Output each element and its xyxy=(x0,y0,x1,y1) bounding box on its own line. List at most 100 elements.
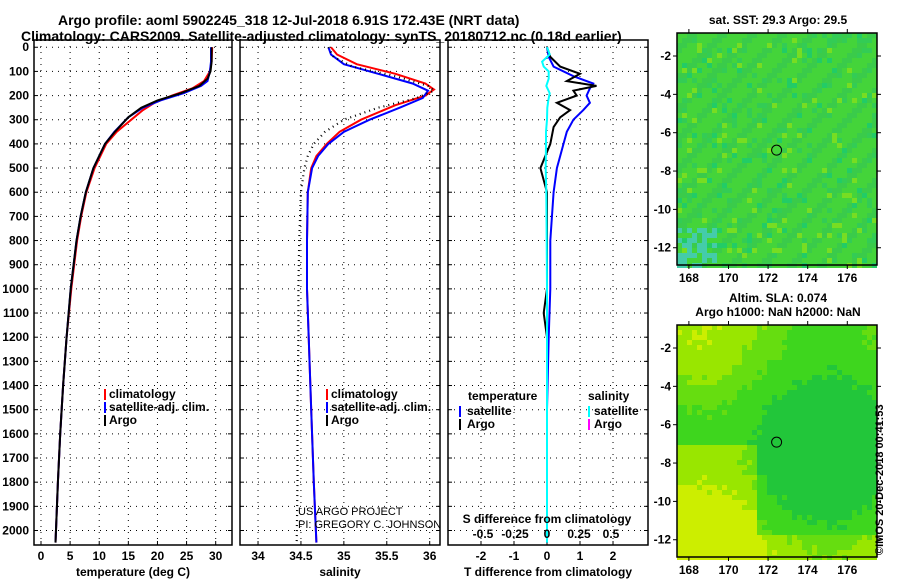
map-cell xyxy=(762,103,767,108)
map-cell xyxy=(787,178,792,183)
map-cell xyxy=(837,223,842,228)
map-x-tick-label: 170 xyxy=(718,563,738,577)
map-cell xyxy=(847,500,852,505)
map-cell xyxy=(747,133,752,138)
map-cell xyxy=(867,360,872,365)
map-cell xyxy=(762,98,767,103)
map-cell xyxy=(837,183,842,188)
map-cell xyxy=(787,360,792,365)
map-cell xyxy=(747,153,752,158)
map-cell xyxy=(847,88,852,93)
map-cell xyxy=(702,208,707,213)
map-cell xyxy=(677,470,682,475)
map-cell xyxy=(837,73,842,78)
map-y-tick-label: -2 xyxy=(660,341,671,355)
map-cell xyxy=(832,68,837,73)
map-cell xyxy=(697,33,702,38)
map-cell xyxy=(717,520,722,525)
map-cell xyxy=(707,325,712,330)
map-cell xyxy=(832,445,837,450)
map-cell xyxy=(832,455,837,460)
map-cell xyxy=(807,88,812,93)
map-cell xyxy=(817,495,822,500)
map-cell xyxy=(862,485,867,490)
map-cell xyxy=(742,103,747,108)
map-cell xyxy=(822,340,827,345)
map-cell xyxy=(697,380,702,385)
map-cell xyxy=(757,480,762,485)
map-cell xyxy=(817,450,822,455)
map-cell xyxy=(847,213,852,218)
y-tick-label: 1400 xyxy=(2,379,29,393)
map-cell xyxy=(842,440,847,445)
map-cell xyxy=(812,53,817,58)
map-cell xyxy=(772,148,777,153)
map-cell xyxy=(782,540,787,545)
map-cell xyxy=(717,223,722,228)
map-cell xyxy=(732,330,737,335)
map-cell xyxy=(842,335,847,340)
map-cell xyxy=(697,510,702,515)
map-cell xyxy=(812,450,817,455)
map-cell xyxy=(852,375,857,380)
map-cell xyxy=(852,88,857,93)
map-cell xyxy=(827,203,832,208)
map-cell xyxy=(702,325,707,330)
map-cell xyxy=(802,98,807,103)
map-cell xyxy=(717,385,722,390)
map-cell xyxy=(787,63,792,68)
map-cell xyxy=(682,405,687,410)
map-cell xyxy=(792,178,797,183)
map-cell xyxy=(817,385,822,390)
map-cell xyxy=(752,183,757,188)
map-cell xyxy=(747,138,752,143)
map-cell xyxy=(852,63,857,68)
map-cell xyxy=(857,450,862,455)
map-cell xyxy=(677,68,682,73)
map-cell xyxy=(752,128,757,133)
map-cell xyxy=(727,440,732,445)
map-cell xyxy=(812,385,817,390)
map-cell xyxy=(807,143,812,148)
map-cell xyxy=(677,440,682,445)
map-cell xyxy=(787,78,792,83)
map-cell xyxy=(847,143,852,148)
map-cell xyxy=(862,158,867,163)
map-cell xyxy=(702,510,707,515)
map-cell xyxy=(787,198,792,203)
map-cell xyxy=(857,445,862,450)
map-cell xyxy=(712,173,717,178)
map-cell xyxy=(702,430,707,435)
legend-swatch xyxy=(104,415,106,426)
map-cell xyxy=(747,63,752,68)
map-cell xyxy=(697,440,702,445)
map-cell xyxy=(712,93,717,98)
map-cell xyxy=(752,203,757,208)
map-cell xyxy=(747,143,752,148)
map-cell xyxy=(792,163,797,168)
map-cell xyxy=(842,218,847,223)
map-cell xyxy=(867,208,872,213)
map-cell xyxy=(827,470,832,475)
map-cell xyxy=(862,470,867,475)
map-cell xyxy=(782,218,787,223)
map-cell xyxy=(772,540,777,545)
map-cell xyxy=(682,63,687,68)
map-cell xyxy=(822,148,827,153)
map-cell xyxy=(682,435,687,440)
map-cell xyxy=(742,253,747,258)
map-cell xyxy=(872,128,877,133)
map-cell xyxy=(782,78,787,83)
map-cell xyxy=(717,490,722,495)
map-cell xyxy=(702,380,707,385)
map-cell xyxy=(792,33,797,38)
map-cell xyxy=(807,330,812,335)
map-cell xyxy=(762,38,767,43)
map-cell xyxy=(857,103,862,108)
map-cell xyxy=(862,118,867,123)
map-cell xyxy=(692,168,697,173)
map-cell xyxy=(697,38,702,43)
map-cell xyxy=(867,38,872,43)
map-cell xyxy=(762,223,767,228)
map-cell xyxy=(852,208,857,213)
